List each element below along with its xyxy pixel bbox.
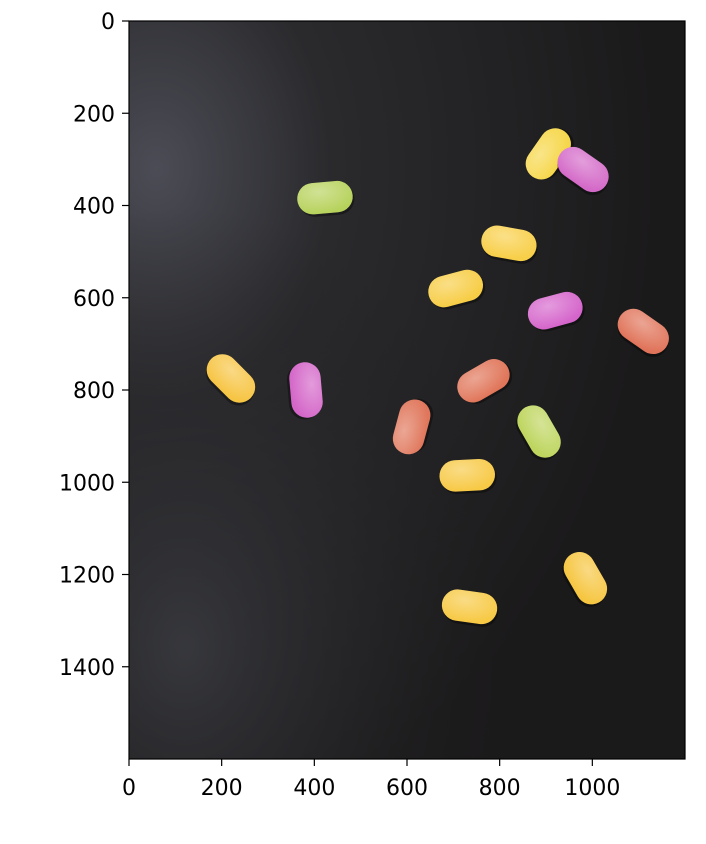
- y-tick-label: 1000: [59, 471, 115, 496]
- x-tick-label: 600: [386, 776, 428, 801]
- candy-3: [481, 225, 538, 264]
- candy-4: [428, 269, 486, 310]
- y-tick-label: 1400: [59, 656, 115, 681]
- x-axis: 0 200 400 600 800 1000: [122, 759, 620, 801]
- y-axis: 0 200 400 600 800 1000 1200 1400: [59, 10, 129, 681]
- candies-layer: [205, 128, 669, 627]
- candy-14: [441, 589, 499, 627]
- candy-1: [557, 146, 609, 196]
- candy-12: [439, 459, 497, 495]
- y-tick-label: 0: [101, 10, 115, 35]
- x-tick-label: 400: [293, 776, 335, 801]
- x-tick-label: 1000: [564, 776, 620, 801]
- candy-9: [457, 359, 513, 404]
- candy-8: [286, 362, 323, 420]
- y-tick-label: 200: [73, 102, 115, 127]
- candy-11: [515, 405, 561, 461]
- y-tick-label: 1200: [59, 564, 115, 589]
- y-tick-label: 800: [73, 379, 115, 404]
- candy-6: [617, 308, 669, 357]
- x-tick-label: 0: [122, 776, 136, 801]
- photo-shadow-gradient: [129, 21, 685, 759]
- x-tick-label: 200: [201, 776, 243, 801]
- candy-0: [525, 128, 574, 180]
- candy-5: [527, 291, 585, 332]
- x-tick-label: 800: [479, 776, 521, 801]
- candy-2: [297, 180, 355, 217]
- y-tick-label: 600: [73, 287, 115, 312]
- candy-13: [562, 552, 608, 607]
- candy-7: [205, 354, 256, 406]
- candy-10: [392, 398, 434, 455]
- y-tick-label: 400: [73, 195, 115, 220]
